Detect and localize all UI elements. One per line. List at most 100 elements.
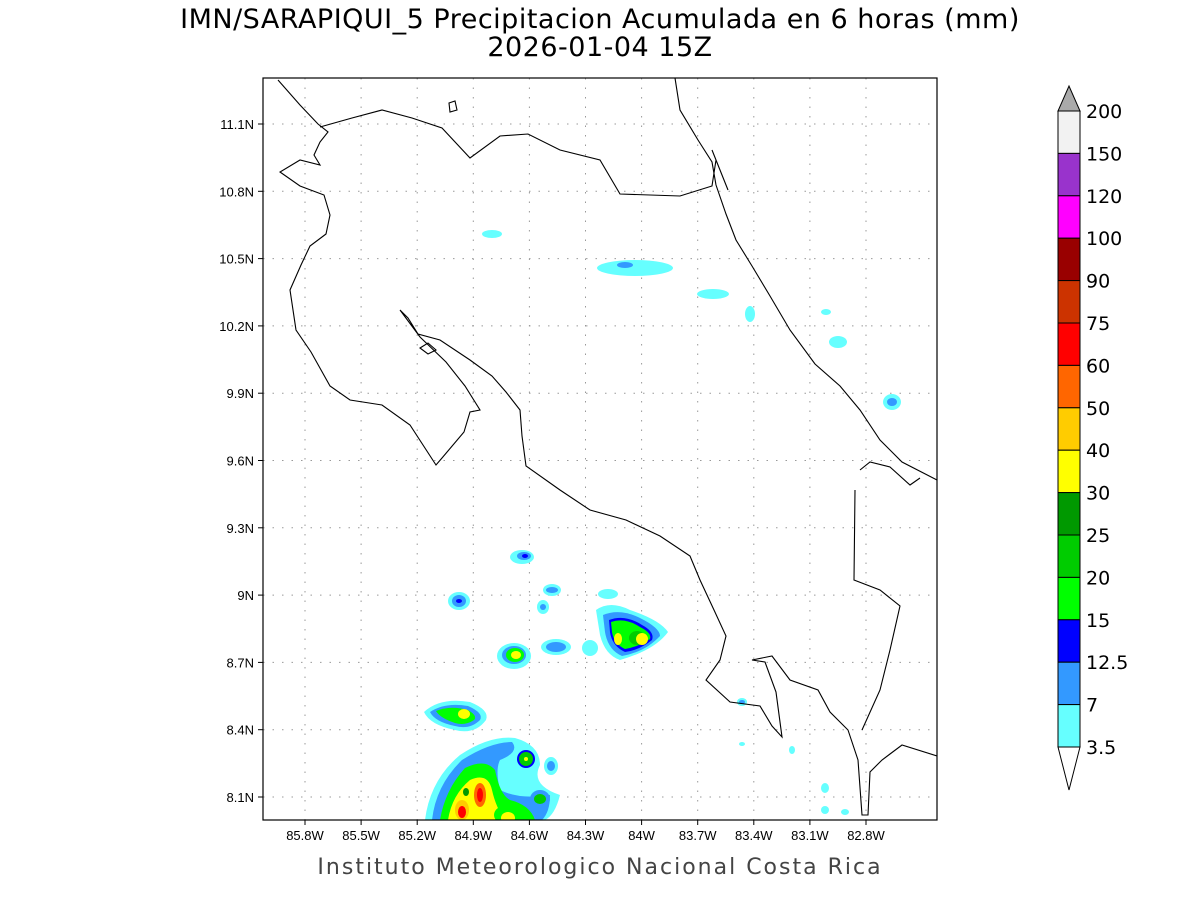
precipitation-field xyxy=(424,230,901,820)
colorbar-swatch xyxy=(1057,280,1081,324)
precip-area xyxy=(482,230,502,238)
lon-tick-label: 82.8W xyxy=(847,828,885,843)
colorbar-label: 90 xyxy=(1086,271,1110,293)
colorbar-label: 50 xyxy=(1086,398,1110,420)
colorbar-swatch xyxy=(1057,322,1081,366)
island xyxy=(419,342,437,355)
precip-area xyxy=(546,642,566,652)
lat-tick-label: 9.6N xyxy=(227,454,254,469)
lon-tick-label: 83.4W xyxy=(735,828,773,843)
precip-area xyxy=(617,262,633,268)
precip-area xyxy=(456,599,462,603)
map-title: IMN/SARAPIQUI_5 Precipitacion Acumulada … xyxy=(180,4,1020,35)
colorbar-swatch xyxy=(1057,449,1081,494)
colorbar-label: 12.5 xyxy=(1086,652,1128,674)
lon-tick-label: 84W xyxy=(628,828,655,843)
colorbar-swatch xyxy=(1057,110,1081,154)
lat-tick-label: 11.1N xyxy=(220,117,254,132)
footer-credit: Instituto Meteorologico Nacional Costa R… xyxy=(317,855,883,880)
precip-area xyxy=(789,746,795,754)
grid-lines xyxy=(263,78,937,820)
lat-tick-label: 9.3N xyxy=(227,521,254,536)
axis-ticks: 85.8W 85.5W 85.2W 84.9W 84.6W 84.3W 84W 83.7W 83… xyxy=(219,117,885,843)
colorbar-label: 7 xyxy=(1086,695,1098,717)
precip-area xyxy=(829,336,847,348)
lat-tick-label: 10.8N xyxy=(219,184,254,199)
island xyxy=(448,100,458,113)
precip-area xyxy=(887,398,897,406)
colorbar-label: 40 xyxy=(1086,440,1110,462)
southeastern-border xyxy=(853,461,921,731)
precip-area xyxy=(540,604,546,610)
colorbar-label: 60 xyxy=(1086,355,1110,377)
precip-area xyxy=(534,794,546,804)
colorbar-label: 200 xyxy=(1086,101,1122,123)
precip-area xyxy=(739,742,745,746)
colorbar-swatch xyxy=(1057,237,1081,282)
lat-tick-label: 10.5N xyxy=(219,252,254,267)
lat-tick-label: 10.2N xyxy=(219,319,254,334)
colorbar-swatch xyxy=(1057,407,1081,451)
precip-area xyxy=(821,783,829,793)
precip-area xyxy=(477,788,483,802)
lat-tick-label: 9.9N xyxy=(227,386,254,401)
northern-border xyxy=(319,109,729,197)
precip-area xyxy=(546,587,558,593)
colorbar-label: 100 xyxy=(1086,228,1122,250)
caribbean-coastline xyxy=(674,78,937,481)
lon-tick-label: 85.2W xyxy=(398,828,436,843)
colorbar-swatch xyxy=(1057,534,1081,578)
colorbar-label: 3.5 xyxy=(1086,737,1116,759)
precip-area xyxy=(522,554,528,558)
precip-area xyxy=(598,589,618,599)
precip-area xyxy=(501,812,515,820)
colorbar-label: 150 xyxy=(1086,143,1122,165)
precip-area xyxy=(463,788,469,796)
colorbar-label: 75 xyxy=(1086,313,1110,335)
colorbar-swatch xyxy=(1057,619,1081,663)
colorbar-over-arrow xyxy=(1057,84,1081,112)
colorbar-label: 120 xyxy=(1086,186,1122,208)
lon-tick-label: 84.3W xyxy=(567,828,605,843)
lon-tick-label: 85.8W xyxy=(286,828,324,843)
lon-tick-label: 85.5W xyxy=(342,828,380,843)
lat-tick-label: 8.1N xyxy=(227,790,254,805)
map-valid-time: 2026-01-04 15Z xyxy=(487,32,713,63)
precip-area xyxy=(511,651,521,659)
colorbar-swatch xyxy=(1057,364,1081,409)
map-frame xyxy=(262,77,938,821)
pacific-coastline xyxy=(277,79,937,816)
colorbar-swatch xyxy=(1057,576,1081,621)
precip-area xyxy=(614,633,622,645)
precip-area xyxy=(821,806,829,814)
precip-area xyxy=(821,309,831,315)
precip-area xyxy=(745,306,755,322)
precip-area xyxy=(547,761,555,771)
colorbar-label: 20 xyxy=(1086,567,1110,589)
precip-area xyxy=(841,809,849,815)
lon-tick-label: 84.9W xyxy=(455,828,493,843)
lat-tick-label: 8.4N xyxy=(227,723,254,738)
lon-tick-label: 83.1W xyxy=(791,828,829,843)
colorbar-swatch xyxy=(1057,195,1081,239)
precip-area xyxy=(458,806,466,818)
colorbar-under-arrow xyxy=(1057,746,1081,791)
lat-tick-label: 8.7N xyxy=(227,655,254,670)
colorbar-label: 15 xyxy=(1086,610,1110,632)
precip-area xyxy=(582,640,598,656)
colorbar: 200 150 120 100 90 75 60 50 40 30 25 20 15 12.5 7 3.5 xyxy=(1057,84,1128,791)
colorbar-swatch xyxy=(1057,152,1081,197)
lat-tick-label: 9N xyxy=(237,588,254,603)
colorbar-swatch xyxy=(1057,704,1081,748)
precip-area xyxy=(636,633,648,645)
coastlines-borders xyxy=(277,78,937,816)
precip-area xyxy=(458,709,470,719)
lon-tick-label: 83.7W xyxy=(679,828,717,843)
colorbar-label: 25 xyxy=(1086,525,1110,547)
colorbar-label: 30 xyxy=(1086,483,1110,505)
precip-area xyxy=(524,757,528,761)
lon-tick-label: 84.6W xyxy=(511,828,549,843)
precip-area xyxy=(697,289,729,299)
precip-area xyxy=(597,260,673,276)
